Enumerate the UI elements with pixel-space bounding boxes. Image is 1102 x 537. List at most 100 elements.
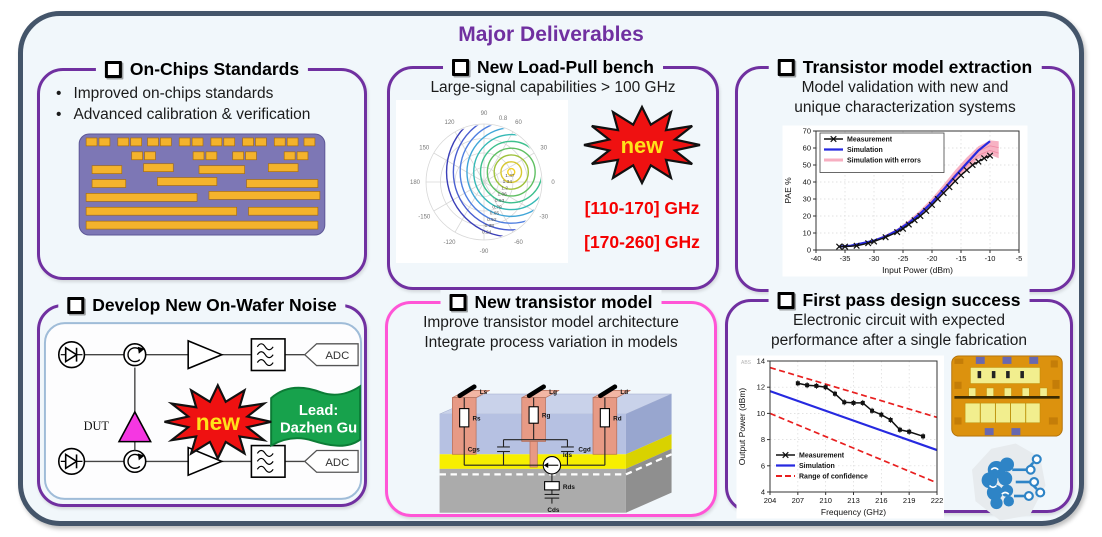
slide-frame: Major Deliverables On-Chips Standards Im…: [18, 11, 1084, 526]
svg-text:-150: -150: [418, 214, 431, 220]
svg-text:Simulation: Simulation: [799, 463, 835, 470]
new-badge-text: new: [196, 409, 241, 435]
svg-text:219: 219: [903, 496, 916, 505]
subtitle-line: Electronic circuit with expected: [793, 312, 1005, 329]
label-ld: Ld: [620, 389, 628, 396]
svg-text:60: 60: [803, 143, 811, 152]
svg-text:12: 12: [757, 382, 765, 391]
svg-text:1.2: 1.2: [501, 185, 508, 191]
svg-text:0.93: 0.93: [495, 198, 505, 204]
svg-text:90: 90: [481, 111, 488, 117]
amplifier-icon: [187, 339, 224, 370]
checkbox-icon: [777, 58, 795, 76]
on-chips-bullets: Improved on-chips standards Advanced cal…: [50, 85, 364, 124]
panel-title-text: First pass design success: [802, 290, 1021, 310]
brain-circuit-icon: [972, 443, 1046, 521]
panel-title-text: Transistor model extraction: [802, 57, 1033, 77]
svg-text:-10: -10: [985, 254, 996, 263]
svg-text:Simulation with errors: Simulation with errors: [847, 157, 921, 164]
svg-text:1.34: 1.34: [503, 179, 513, 185]
svg-text:Frequency (GHz): Frequency (GHz): [821, 507, 886, 517]
svg-text:0.24: 0.24: [482, 229, 492, 235]
svg-text:0: 0: [807, 245, 811, 254]
svg-text:0.52: 0.52: [487, 217, 497, 223]
panel-title-model-extraction: Transistor model extraction: [768, 55, 1042, 79]
svg-text:1.06: 1.06: [497, 192, 507, 198]
svg-text:-15: -15: [956, 254, 967, 263]
svg-text:70: 70: [803, 126, 811, 135]
svg-text:150: 150: [419, 145, 430, 151]
svg-text:0.65: 0.65: [490, 210, 500, 216]
svg-text:PAE %: PAE %: [783, 177, 793, 204]
svg-text:Range of confidence: Range of confidence: [799, 473, 868, 480]
panel-title-new-transistor-model: New transistor model: [440, 290, 662, 314]
panel-new-transistor-model: New transistor model Improve transistor …: [385, 290, 717, 517]
label-rds: Rds: [563, 484, 575, 491]
svg-text:-90: -90: [480, 249, 489, 255]
svg-text:207: 207: [792, 496, 805, 505]
svg-text:Measurement: Measurement: [799, 452, 845, 459]
svg-text:1.47: 1.47: [505, 173, 515, 179]
new-burst-icon: [164, 382, 272, 461]
svg-text:-5: -5: [1016, 254, 1023, 263]
dut-label: DUT: [84, 419, 110, 433]
output-power-chart: 204 207 210 213 216 219 222 4 6 8 10 12 14 Frequency …: [736, 355, 944, 519]
freq-range-1: [110-170] GHz: [584, 197, 700, 218]
svg-text:-40: -40: [811, 254, 822, 263]
svg-text:10: 10: [803, 228, 811, 237]
checkbox-icon: [104, 60, 122, 78]
noise-source-icon: [57, 341, 86, 369]
panel-title-load-pull: New Load-Pull bench: [443, 55, 663, 79]
label-rs: Rs: [472, 415, 481, 422]
svg-text:213: 213: [847, 496, 860, 505]
svg-text:0: 0: [551, 180, 555, 186]
adc-label: ADC: [325, 350, 349, 362]
svg-text:14: 14: [757, 356, 765, 365]
subtitle-line: Model validation with new and: [801, 79, 1009, 96]
svg-text:0.79: 0.79: [492, 204, 502, 210]
svg-text:0.8: 0.8: [499, 116, 508, 122]
svg-text:30: 30: [540, 145, 547, 151]
svg-text:210: 210: [819, 496, 832, 505]
subtitle-line: performance after a single fabrication: [771, 331, 1027, 349]
panel-first-pass: First pass design success Electronic cir…: [725, 288, 1073, 521]
svg-text:60: 60: [515, 120, 522, 126]
svg-text:180: 180: [410, 180, 421, 186]
lead-flag-banner: [270, 384, 362, 448]
svg-text:-30: -30: [539, 214, 548, 220]
checkbox-icon: [777, 291, 795, 309]
panel-on-chips-standards: On-Chips Standards Improved on-chips sta…: [37, 57, 367, 280]
svg-text:120: 120: [444, 120, 455, 126]
starburst-shape: [583, 104, 701, 186]
bullet-item: Improved on-chips standards: [50, 85, 364, 103]
panel-title-on-wafer-noise: Develop New On-Wafer Noise: [58, 293, 346, 317]
bullet-item: Advanced calibration & verification: [50, 106, 364, 124]
svg-text:-120: -120: [443, 240, 456, 246]
svg-text:204: 204: [764, 496, 777, 505]
svg-text:-30: -30: [869, 254, 880, 263]
new-badge-text: new: [621, 133, 665, 158]
checkbox-icon: [452, 58, 470, 76]
circulator-icon: [123, 343, 147, 367]
dut-triangle: [117, 410, 152, 443]
svg-text:Simulation: Simulation: [847, 147, 883, 154]
lead-label: Lead:: [299, 403, 338, 419]
svg-text:6: 6: [761, 461, 765, 470]
svg-text:30: 30: [803, 194, 811, 203]
panel-on-wafer-noise: Develop New On-Wafer Noise: [37, 293, 367, 507]
panel-model-extraction: Transistor model extraction Model valida…: [735, 55, 1075, 292]
subtitle-line: Integrate process variation in models: [424, 333, 678, 351]
svg-text:40: 40: [803, 177, 811, 186]
label-rg: Rg: [542, 412, 551, 419]
mmic-chip-photo: [951, 355, 1063, 437]
svg-text:-25: -25: [898, 254, 909, 263]
label-cgd: Cgd: [578, 446, 590, 453]
page-title: Major Deliverables: [458, 23, 644, 46]
panel-title-text: New transistor model: [474, 292, 653, 312]
svg-text:216: 216: [875, 496, 888, 505]
label-lg: Lg: [549, 389, 557, 396]
svg-text:10: 10: [757, 409, 765, 418]
svg-text:Output Power (dBm): Output Power (dBm): [737, 387, 747, 465]
svg-text:Measurement: Measurement: [847, 136, 893, 143]
label-rd: Rd: [613, 415, 622, 422]
